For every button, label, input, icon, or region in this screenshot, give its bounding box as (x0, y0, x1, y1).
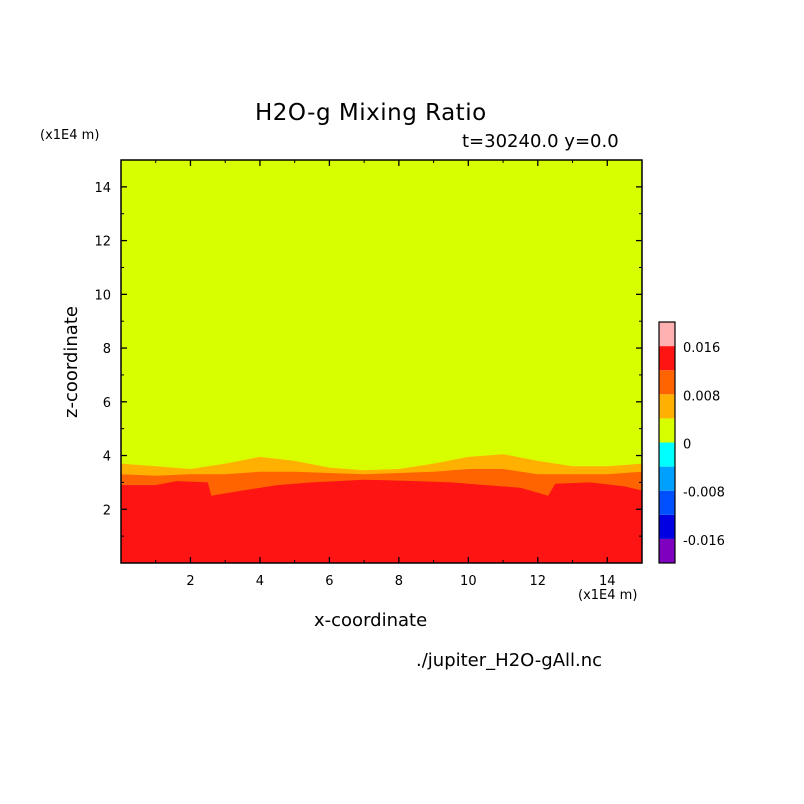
x-tick-label: 10 (460, 574, 477, 589)
y-tick-label: 6 (103, 396, 111, 411)
x-tick-label: 8 (395, 574, 403, 589)
y-tick-label: 8 (103, 342, 111, 357)
y-tick-label: 10 (94, 288, 111, 303)
colorbar-swatch (659, 538, 675, 563)
x-tick-label: 14 (599, 574, 616, 589)
chart-title: H2O-g Mixing Ratio (255, 100, 487, 126)
colorbar-swatch (659, 322, 675, 347)
x-axis-label: x-coordinate (314, 610, 428, 631)
y-tick-label: 12 (94, 235, 111, 250)
plot-frame (120, 159, 643, 564)
colorbar-frame (658, 321, 676, 564)
colorbar-tick-label: -0.016 (683, 534, 725, 549)
colorbar-swatch (659, 346, 675, 371)
chart-subtitle: t=30240.0 y=0.0 (462, 131, 619, 152)
colorbar-tick-label: -0.008 (683, 486, 725, 501)
y-axis-unit: (x1E4 m) (40, 128, 100, 143)
x-tick-label: 4 (256, 574, 264, 589)
colorbar-swatch (659, 490, 675, 515)
colorbar-swatch (659, 442, 675, 467)
x-tick-label: 6 (325, 574, 333, 589)
y-tick-label: 2 (103, 503, 111, 518)
x-tick-label: 12 (530, 574, 547, 589)
y-tick-label: 14 (94, 181, 111, 196)
source-filename: ./jupiter_H2O-gAll.nc (416, 650, 603, 671)
colorbar-tick-label: 0.016 (683, 341, 720, 356)
colorbar-swatch (659, 514, 675, 539)
colorbar-tick-label: 0.008 (683, 389, 720, 404)
colorbar-swatch (659, 394, 675, 419)
x-axis-unit: (x1E4 m) (578, 588, 638, 603)
y-tick-label: 4 (103, 450, 111, 465)
region-red (121, 479, 642, 563)
x-tick-label: 2 (186, 574, 194, 589)
colorbar-swatch (659, 418, 675, 443)
colorbar-tick-label: 0 (683, 438, 691, 453)
colorbar-swatch (659, 370, 675, 395)
colorbar-swatch (659, 466, 675, 491)
